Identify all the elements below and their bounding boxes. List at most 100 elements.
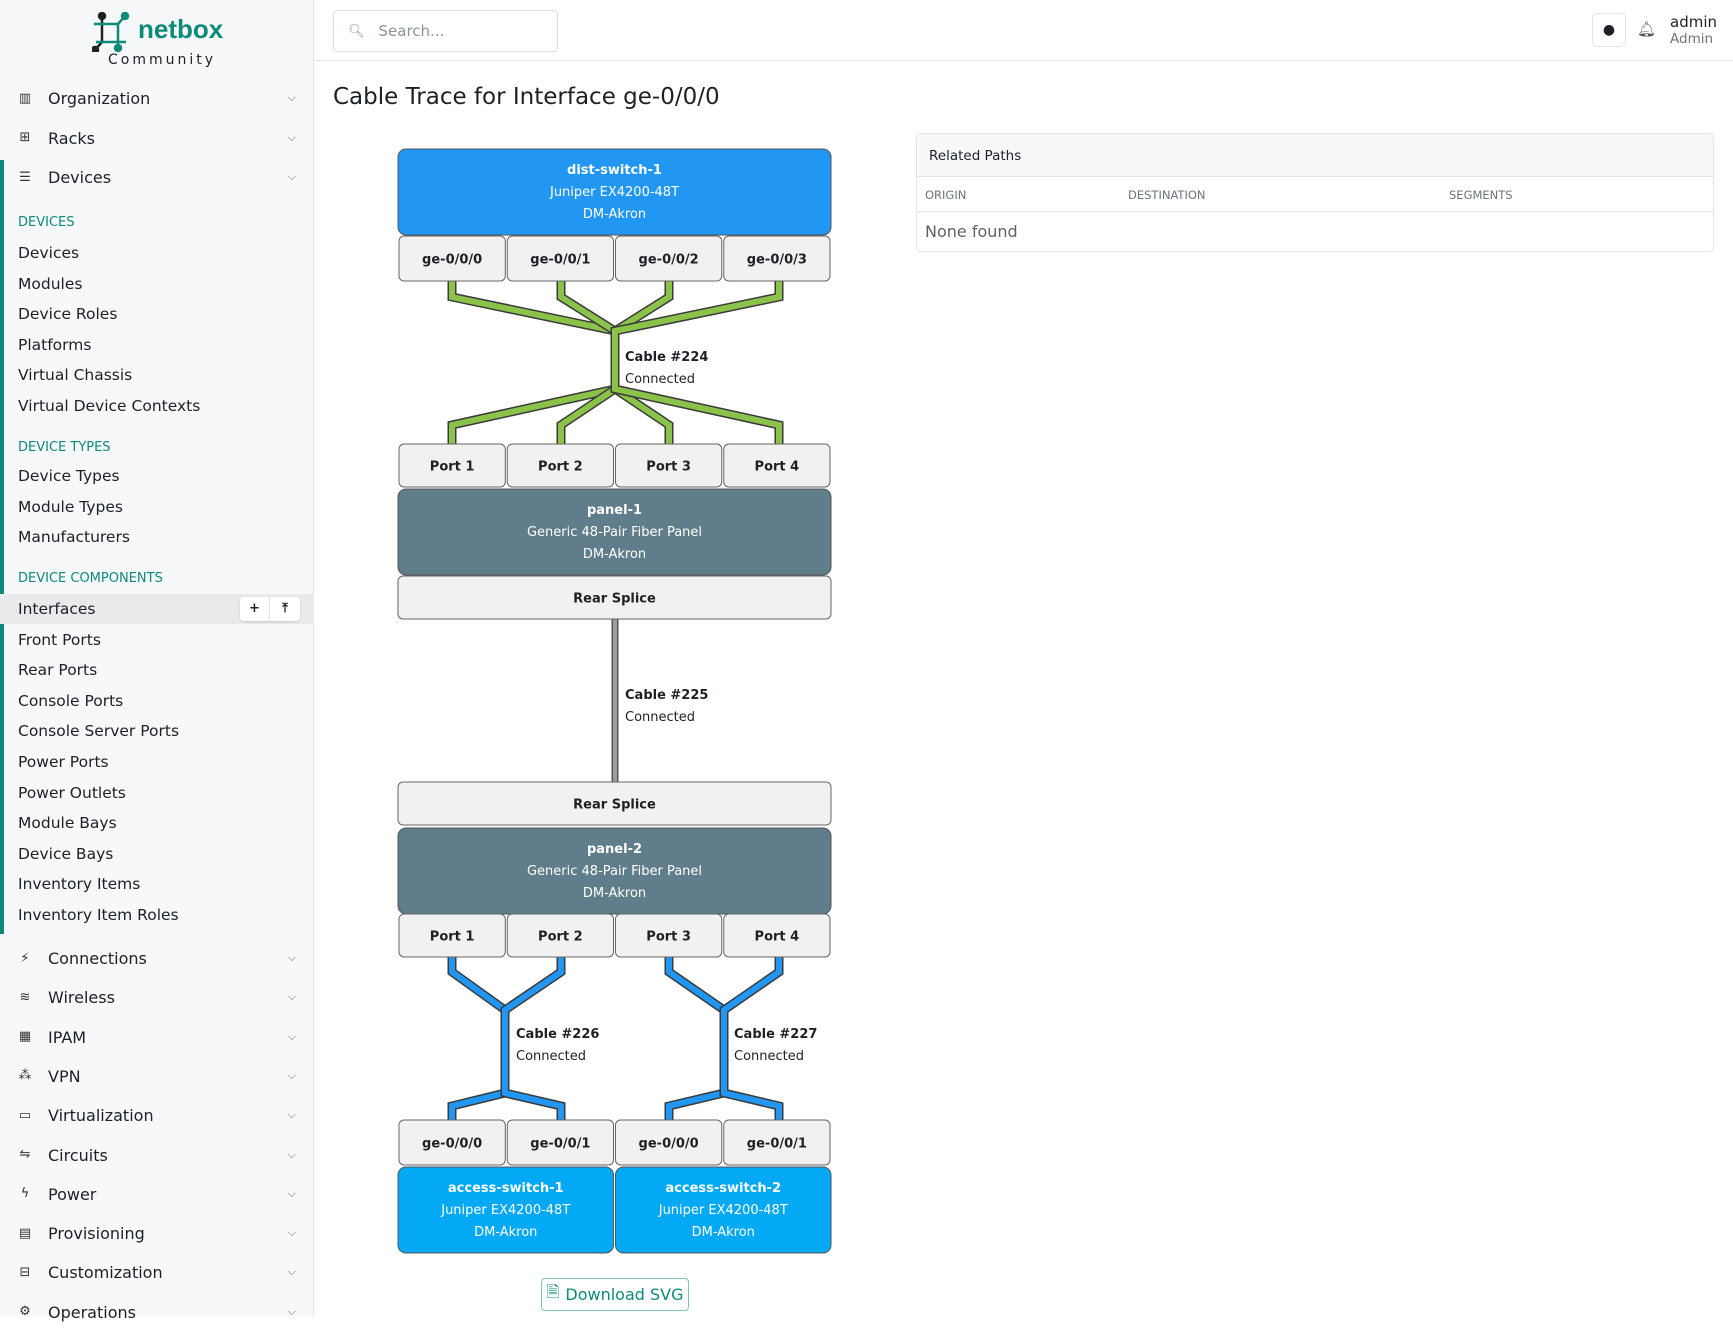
rear-port-panel-2[interactable]	[397, 781, 832, 826]
interface-ge-0/0/0[interactable]	[398, 1119, 506, 1166]
nav-provisioning[interactable]: ▤ Provisioning ⌵	[0, 1214, 314, 1253]
front-port-4[interactable]	[723, 443, 831, 488]
nav-vpn[interactable]: ⁂ VPN ⌵	[0, 1057, 314, 1096]
file-download-icon: 🗎	[546, 1282, 560, 1301]
search-placeholder: Search...	[378, 22, 445, 40]
sidebar-item-module-bays[interactable]: Module Bays	[0, 808, 314, 838]
server-icon: ☰	[19, 169, 31, 185]
device-access-switch-1[interactable]	[397, 1166, 614, 1254]
netbox-logo[interactable]: netbox Community	[92, 12, 232, 70]
nav-ipam[interactable]: ▦ IPAM ⌵	[0, 1018, 314, 1057]
sidebar-item-console-server-ports[interactable]: Console Server Ports	[0, 716, 314, 746]
sidebar-item-label: Console Ports	[18, 691, 124, 710]
interface-ge-0/0/2-label: ge-0/0/2	[639, 253, 699, 268]
netbox-logo-icon	[92, 12, 130, 52]
device-access-switch-2[interactable]	[615, 1166, 832, 1254]
sidebar-item-device-types[interactable]: Device Types	[0, 461, 314, 491]
sidebar-item-virtual-chassis[interactable]: Virtual Chassis	[0, 360, 314, 390]
front-port-2[interactable]	[506, 443, 614, 488]
interface-ge-0/0/1[interactable]	[506, 235, 614, 282]
nav-circuits[interactable]: ⇋ Circuits ⌵	[0, 1136, 314, 1175]
sidebar-item-modules[interactable]: Modules	[0, 269, 314, 299]
sidebar-item-rear-ports[interactable]: Rear Ports	[0, 655, 314, 685]
front-port-3[interactable]	[615, 913, 723, 958]
section-heading: DEVICE COMPONENTS	[18, 571, 163, 586]
nav-racks[interactable]: ⊞ Racks ⌵	[0, 119, 314, 158]
theme-toggle-button[interactable]: ●	[1592, 13, 1626, 47]
interface-ge-0/0/3[interactable]	[723, 235, 831, 282]
rear-port-panel-1[interactable]	[397, 575, 832, 620]
cable-224-label: Cable #224	[625, 350, 708, 365]
sidebar-item-platforms[interactable]: Platforms	[0, 330, 314, 360]
nav-wireless[interactable]: ≋ Wireless ⌵	[0, 978, 314, 1017]
brand-edition: Community	[108, 52, 217, 68]
front-port-2[interactable]	[506, 913, 614, 958]
download-svg-button[interactable]: 🗎 Download SVG	[541, 1278, 689, 1311]
device-dist-switch-1[interactable]	[397, 148, 832, 236]
nav-label: Connections	[48, 949, 147, 968]
interface-ge-0/0/1-label: ge-0/0/1	[530, 1137, 590, 1152]
interface-ge-0/0/1[interactable]	[506, 1119, 614, 1166]
interface-ge-0/0/2[interactable]	[615, 235, 723, 282]
front-port-1[interactable]	[398, 913, 506, 958]
cable-227-status: Connected	[734, 1049, 804, 1064]
nav-label: Circuits	[48, 1145, 108, 1165]
device-dist-switch-1-name: dist-switch-1	[567, 163, 662, 178]
chevron-down-icon: ⌵	[287, 1147, 296, 1161]
device-panel-1[interactable]	[397, 488, 832, 576]
cable-224-strand[interactable]	[612, 281, 782, 444]
sidebar-item-virtual-device-contexts[interactable]: Virtual Device Contexts	[0, 391, 314, 421]
sidebar-item-power-ports[interactable]: Power Ports	[0, 747, 314, 777]
nav-organization[interactable]: ▥ Organization ⌵	[0, 79, 314, 118]
cable-224-strand[interactable]	[558, 281, 618, 444]
sidebar-item-device-roles[interactable]: Device Roles	[0, 299, 314, 329]
sidebar-item-label: Rear Ports	[18, 661, 98, 680]
notifications-bell-icon[interactable]: 🔔︎	[1637, 20, 1657, 38]
front-port-4[interactable]	[723, 913, 831, 958]
building-icon: ▥	[18, 90, 32, 106]
wifi-icon: ≋	[19, 989, 31, 1005]
sidebar-item-interfaces[interactable]: Interfaces + ⤒	[0, 594, 314, 624]
cable-227-strand[interactable]	[721, 957, 782, 1120]
interface-ge-0/0/1-label: ge-0/0/1	[530, 253, 590, 268]
nav-power[interactable]: ϟ Power ⌵	[0, 1175, 314, 1214]
user-menu[interactable]: admin Admin	[1670, 13, 1717, 47]
sidebar-item-front-ports[interactable]: Front Ports	[0, 625, 314, 655]
nav-virtualization[interactable]: ▭ Virtualization ⌵	[0, 1096, 314, 1135]
sidebar-item-module-types[interactable]: Module Types	[0, 492, 314, 522]
front-port-1[interactable]	[398, 443, 506, 488]
import-button[interactable]: ⤒	[282, 601, 288, 616]
sidebar-item-manufacturers[interactable]: Manufacturers	[0, 522, 314, 552]
interface-ge-0/0/1[interactable]	[723, 1119, 831, 1166]
sidebar-item-inventory-item-roles[interactable]: Inventory Item Roles	[0, 900, 314, 930]
sidebar-item-devices[interactable]: Devices	[0, 238, 314, 268]
nav-devices[interactable]: ☰ Devices ⌵	[0, 158, 314, 197]
chevron-down-icon: ⌵	[287, 990, 296, 1004]
chevron-down-icon: ⌵	[287, 1108, 296, 1122]
nav-label: Wireless	[48, 988, 115, 1008]
section-heading: DEVICES	[18, 215, 75, 230]
front-port-3[interactable]	[615, 443, 723, 488]
device-panel-2-type: Generic 48-Pair Fiber Panel	[527, 864, 702, 879]
top-header: 🔍︎ Search... ● 🔔︎ admin Admin	[315, 0, 1733, 61]
sidebar-item-device-bays[interactable]: Device Bays	[0, 839, 314, 869]
interface-ge-0/0/0[interactable]	[398, 235, 506, 282]
device-panel-2[interactable]	[397, 827, 832, 915]
nav-connections[interactable]: ⚡ Connections ⌵	[0, 939, 314, 978]
sidebar-item-console-ports[interactable]: Console Ports	[0, 686, 314, 716]
item-actions: + ⤒	[240, 597, 300, 621]
sidebar-item-inventory-items[interactable]: Inventory Items	[0, 869, 314, 899]
sidebar-item-power-outlets[interactable]: Power Outlets	[0, 778, 314, 808]
cable-227-label: Cable #227	[734, 1027, 817, 1042]
sidebar-item-label: Power Outlets	[18, 783, 126, 802]
chevron-down-icon: ⌵	[287, 1068, 296, 1082]
device-access-switch-1-type: Juniper EX4200-48T	[440, 1203, 570, 1218]
cable-226-strand[interactable]	[502, 957, 564, 1120]
chevron-down-icon: ⌵	[287, 951, 296, 964]
nav-customization[interactable]: ⊟ Customization ⌵	[0, 1253, 314, 1292]
sidebar-item-label: Manufacturers	[18, 528, 130, 547]
search-input[interactable]: 🔍︎ Search...	[333, 10, 558, 52]
interface-ge-0/0/0[interactable]	[615, 1119, 723, 1166]
related-paths-title: Related Paths	[917, 134, 1713, 177]
add-button[interactable]: +	[240, 597, 270, 621]
